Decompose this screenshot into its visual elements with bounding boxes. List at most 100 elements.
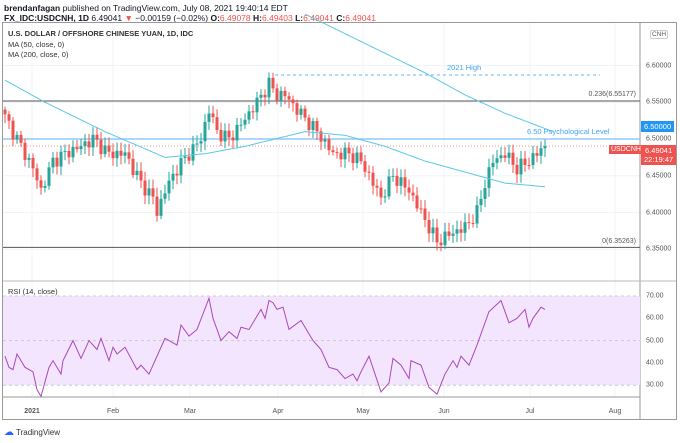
h-label: H: bbox=[253, 13, 262, 23]
candle-body bbox=[203, 121, 207, 142]
candle-body bbox=[327, 139, 331, 151]
rsi-tick-label: 50.00 bbox=[646, 337, 664, 345]
candle-body bbox=[227, 130, 231, 138]
o-label: O: bbox=[210, 13, 220, 23]
candle-body bbox=[479, 198, 483, 206]
candle-body bbox=[475, 205, 479, 224]
low-value: 6.49041 bbox=[303, 13, 334, 23]
candle-body bbox=[59, 151, 63, 167]
candle-body bbox=[311, 121, 315, 131]
time-tick-label: May bbox=[356, 408, 370, 415]
candle-body bbox=[111, 151, 115, 159]
candle-body bbox=[127, 152, 131, 159]
fib-236-label: 0.236(6.55177) bbox=[588, 91, 636, 98]
psych-level-price-label: 6.50000 bbox=[641, 121, 675, 132]
candle-body bbox=[95, 134, 99, 140]
candle-body bbox=[163, 193, 167, 199]
c-label: C: bbox=[336, 13, 346, 23]
candle-body bbox=[319, 131, 323, 142]
candle-body bbox=[31, 157, 35, 169]
candle-body bbox=[11, 120, 15, 140]
time-tick-label: Apr bbox=[272, 408, 284, 415]
candle-body bbox=[91, 134, 95, 148]
candle-body bbox=[515, 164, 519, 175]
high-value: 6.49403 bbox=[262, 13, 293, 23]
candle-body bbox=[427, 220, 431, 234]
candle-body bbox=[359, 152, 363, 162]
candle-body bbox=[143, 180, 147, 196]
candle-body bbox=[99, 139, 103, 155]
candle-body bbox=[71, 146, 75, 158]
candle-body bbox=[107, 145, 111, 152]
candle-body bbox=[255, 97, 259, 113]
candle-body bbox=[539, 148, 543, 156]
legend-rsi[interactable]: RSI (14, close) bbox=[8, 287, 58, 296]
candle-body bbox=[507, 152, 511, 158]
candle-body bbox=[207, 113, 211, 122]
candle-body bbox=[139, 170, 143, 181]
time-tick-label: Jun bbox=[438, 408, 450, 415]
candle-body bbox=[195, 143, 199, 145]
candle-body bbox=[343, 147, 347, 160]
candle-body bbox=[531, 153, 535, 166]
candle-body bbox=[499, 155, 503, 159]
legend-ma200[interactable]: MA (200, close, 0) bbox=[8, 50, 69, 59]
symbol-info: FX_IDC:USDCNH, 1D 6.49041 ▼ −0.00159 (−0… bbox=[4, 13, 376, 23]
candle-body bbox=[363, 161, 367, 172]
candle-body bbox=[247, 111, 251, 120]
candle-body bbox=[523, 158, 527, 166]
candle-body bbox=[187, 156, 191, 161]
candle-body bbox=[15, 134, 19, 140]
candle-body bbox=[291, 99, 295, 104]
time-tick-label: Aug bbox=[608, 408, 622, 415]
candle-body bbox=[51, 157, 55, 168]
publisher[interactable]: brendanfagan bbox=[4, 3, 61, 13]
time-tick-label: Feb bbox=[106, 408, 120, 415]
candle-body bbox=[511, 152, 515, 165]
time-tick-label: Jul bbox=[525, 408, 535, 415]
tradingview-logo[interactable]: ☁ TradingView bbox=[4, 427, 60, 438]
price-tick-label: 6.60000 bbox=[646, 62, 672, 69]
candle-body bbox=[235, 124, 239, 141]
candle-body bbox=[331, 150, 335, 153]
candle-body bbox=[219, 129, 223, 142]
candle-body bbox=[387, 176, 391, 197]
candle-body bbox=[135, 170, 139, 176]
candle-body bbox=[355, 152, 359, 164]
candle-body bbox=[23, 142, 27, 160]
candle-body bbox=[271, 77, 275, 89]
candle-body bbox=[403, 177, 407, 188]
candle-body bbox=[131, 158, 135, 176]
candle-body bbox=[503, 155, 507, 158]
candle-body bbox=[35, 168, 39, 181]
candle-body bbox=[379, 187, 383, 198]
candle-body bbox=[171, 173, 175, 181]
candle-body bbox=[315, 121, 319, 132]
candle-body bbox=[371, 172, 375, 186]
close-value: 6.49041 bbox=[345, 13, 376, 23]
candle-body bbox=[495, 158, 499, 163]
candle-body bbox=[279, 90, 283, 101]
price-tick-label: 6.45000 bbox=[646, 172, 672, 180]
candle-body bbox=[447, 231, 451, 236]
legend-ma50[interactable]: MA (50, close, 0) bbox=[8, 40, 65, 49]
candle-body bbox=[151, 188, 155, 197]
candle-body bbox=[431, 227, 435, 234]
candle-body bbox=[75, 146, 79, 150]
candle-body bbox=[103, 145, 107, 155]
candle-body bbox=[391, 175, 395, 177]
candle-body bbox=[55, 157, 59, 167]
candle-body bbox=[83, 141, 87, 147]
candle-body bbox=[191, 144, 195, 161]
rsi-tick-label: 40.00 bbox=[646, 359, 664, 367]
candle-body bbox=[211, 113, 215, 118]
time-tick-label: 2021 bbox=[24, 408, 40, 415]
candle-body bbox=[435, 227, 439, 243]
candle-body bbox=[383, 196, 387, 198]
change: −0.00159 (−0.02%) bbox=[135, 13, 209, 23]
candle-body bbox=[7, 114, 11, 121]
annotation-psych-level: 6.50 Psychological Level bbox=[527, 127, 610, 136]
open-value: 6.49078 bbox=[219, 13, 251, 23]
candle-body bbox=[519, 158, 523, 175]
